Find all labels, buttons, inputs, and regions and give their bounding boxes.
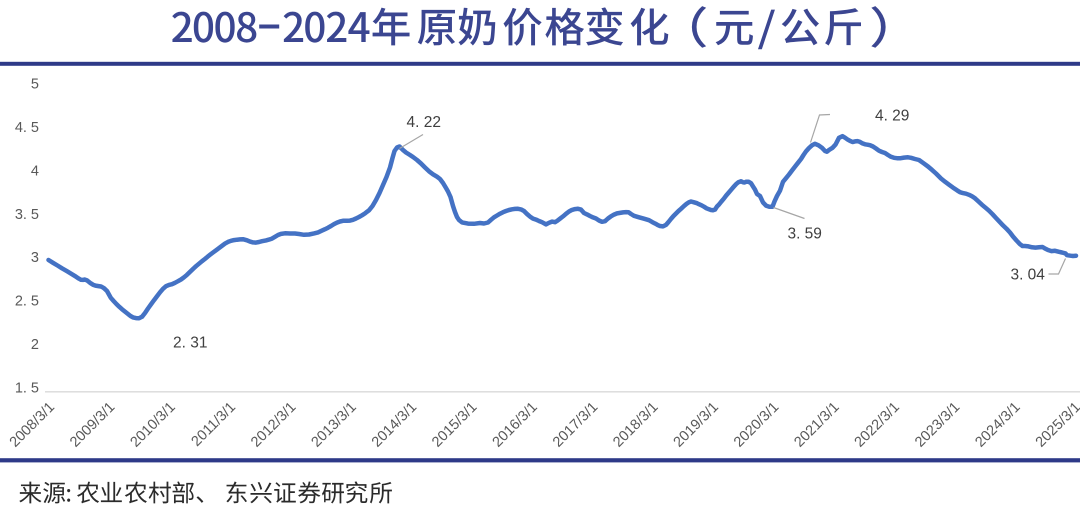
svg-text:4: 4 <box>31 163 39 179</box>
svg-text:2024/3/1: 2024/3/1 <box>972 399 1023 450</box>
svg-text:2008/3/1: 2008/3/1 <box>7 399 58 450</box>
svg-text:4. 22: 4. 22 <box>407 114 441 131</box>
svg-text:2018/3/1: 2018/3/1 <box>610 399 661 450</box>
svg-text:2. 31: 2. 31 <box>173 335 207 352</box>
svg-text:2012/3/1: 2012/3/1 <box>248 399 299 450</box>
svg-text:2021/3/1: 2021/3/1 <box>791 399 842 450</box>
svg-text:2011/3/1: 2011/3/1 <box>189 399 239 449</box>
svg-text:3. 5: 3. 5 <box>15 207 39 223</box>
svg-text:2013/3/1: 2013/3/1 <box>308 399 359 450</box>
svg-text:2016/3/1: 2016/3/1 <box>490 399 541 450</box>
svg-text:1. 5: 1. 5 <box>15 381 39 397</box>
svg-text:2: 2 <box>31 337 39 353</box>
svg-text:2010/3/1: 2010/3/1 <box>127 399 178 450</box>
svg-text:2015/3/1: 2015/3/1 <box>429 399 480 450</box>
svg-text:2022/3/1: 2022/3/1 <box>852 399 903 450</box>
svg-text:2. 5: 2. 5 <box>15 294 39 310</box>
svg-text:2025/3/1: 2025/3/1 <box>1033 399 1080 450</box>
svg-text:3. 04: 3. 04 <box>1010 267 1045 284</box>
svg-text:2020/3/1: 2020/3/1 <box>731 399 782 450</box>
svg-text:3: 3 <box>31 250 39 266</box>
svg-text:4. 5: 4. 5 <box>15 120 39 136</box>
svg-text:2014/3/1: 2014/3/1 <box>369 399 420 450</box>
svg-text:2017/3/1: 2017/3/1 <box>550 399 601 450</box>
svg-text:4. 29: 4. 29 <box>875 108 909 125</box>
svg-text:3. 59: 3. 59 <box>787 225 821 242</box>
svg-text:2009/3/1: 2009/3/1 <box>67 399 118 450</box>
svg-text:2019/3/1: 2019/3/1 <box>671 399 722 450</box>
svg-text:5: 5 <box>31 77 39 93</box>
svg-text:2023/3/1: 2023/3/1 <box>912 399 963 450</box>
